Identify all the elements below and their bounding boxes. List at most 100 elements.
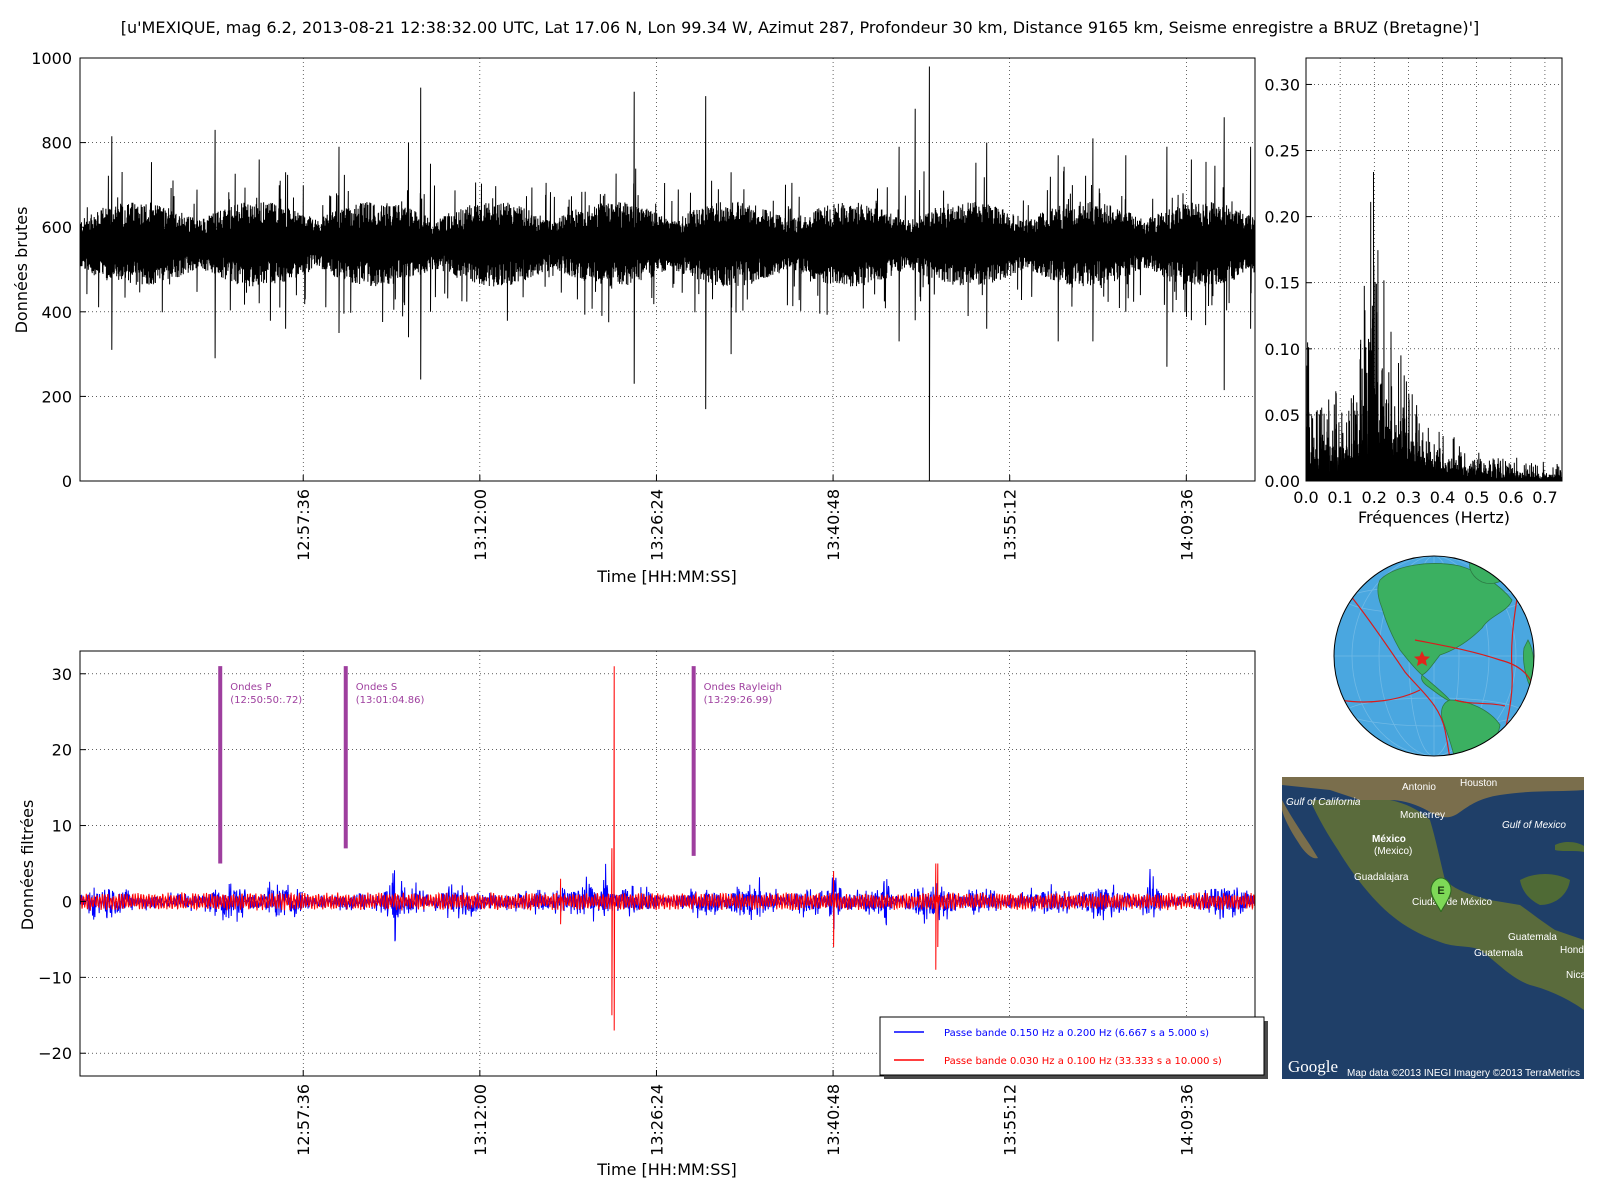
spectrum-x-tick-label: 0.4 [1430, 488, 1455, 507]
wave-time-0: (12:50:50:.72) [230, 695, 302, 706]
filtered-y-tick-label: 0 [62, 892, 72, 911]
map-land-baja [1282, 800, 1318, 859]
satellite-map-inset: Antonio Houston Gulf of California Monte… [1282, 777, 1589, 1079]
raw-y-ticks: 0 200 400 600 800 1000 [31, 49, 86, 491]
map-label-gulf-mexico: Gulf of Mexico [1502, 820, 1566, 831]
legend-box [879, 1016, 1265, 1076]
figure-title: [u'MEXIQUE, mag 6.2, 2013-08-21 12:38:32… [120, 18, 1480, 37]
spectrum-series-line [1305, 171, 1563, 482]
spectrum-gridlines [1306, 58, 1562, 481]
raw-x-tick-label: 13:12:00 [471, 489, 490, 561]
filtered-axes-frame [79, 650, 1256, 1077]
map-label-guatemala-1: Guatemala [1508, 932, 1557, 943]
filtered-x-tick-label: 13:40:48 [824, 1084, 843, 1156]
raw-series-line [79, 66, 1256, 482]
filtered-x-tick-label: 13:55:12 [1001, 1084, 1020, 1156]
map-marker-pin-icon: E [1430, 877, 1452, 913]
spectrum-y-tick-label: 0.05 [1264, 406, 1300, 425]
spectrum-y-tick-label: 0.20 [1264, 208, 1300, 227]
map-label-mexico: México [1372, 834, 1406, 845]
map-label-antonio: Antonio [1402, 782, 1436, 793]
map-land-yucatan [1520, 874, 1570, 905]
wave-time-2: (13:29:26.99) [704, 695, 773, 706]
map-label-houston: Houston [1460, 778, 1497, 789]
globe-inset [1333, 555, 1535, 757]
map-label-nica: Nica [1566, 970, 1586, 981]
map-land-usa [1282, 777, 1584, 818]
raw-y-tick-label: 600 [41, 218, 72, 237]
map-label-mexico-sub: (Mexico) [1374, 846, 1412, 857]
wave-label-2: Ondes Rayleigh [704, 682, 782, 693]
raw-x-tick-label: 13:40:48 [824, 489, 843, 561]
raw-x-tick-label: 13:55:12 [1001, 489, 1020, 561]
filtered-y-tick-label: −20 [38, 1044, 72, 1063]
map-marker-letter: E [1437, 885, 1444, 897]
spectrum-x-tick-label: 0.7 [1532, 488, 1557, 507]
filtered-y-tick-label: 10 [52, 817, 72, 836]
legend-blue-label: Passe bande 0.150 Hz a 0.200 Hz (6.667 s… [944, 1028, 1209, 1039]
spectrum-y-tick-label: 0.15 [1264, 274, 1300, 293]
filtered-x-tick-label: 14:09:36 [1177, 1084, 1196, 1156]
globe-outline [1333, 555, 1535, 757]
raw-axes-frame [79, 57, 1256, 482]
filtered-y-axis-label: Données filtrées [18, 800, 37, 931]
map-label-gulf-california: Gulf of California [1286, 797, 1361, 808]
raw-y-tick-label: 800 [41, 134, 72, 153]
globe-land-central-america [1421, 674, 1453, 703]
filtered-y-ticks: −20 −10 0 10 20 30 [38, 665, 86, 1063]
filtered-gridlines [80, 651, 1255, 1076]
filtered-y-tick-label: −10 [38, 968, 72, 987]
spectrum-x-tick-label: 0.5 [1464, 488, 1489, 507]
raw-x-tick-label: 13:26:24 [647, 489, 666, 561]
spectrum-y-tick-label: 0.25 [1264, 142, 1300, 161]
wave-label-0: Ondes P [230, 682, 271, 693]
globe-land-north-america [1377, 563, 1513, 676]
map-label-guatemala-2: Guatemala [1474, 948, 1523, 959]
filtered-series-red-line [79, 666, 1256, 1031]
spectrum-panel: 0.000.050.100.150.200.250.30 0.0 0.1 0.2 0.… [1264, 57, 1563, 527]
map-land-cuba [1555, 842, 1584, 852]
raw-x-tick-label: 14:09:36 [1177, 489, 1196, 561]
map-label-hondu: Hondu [1560, 945, 1589, 956]
raw-x-axis-label: Time [HH:MM:SS] [596, 567, 737, 586]
wave-annotations: Ondes P (12:50:50:.72) Ondes S (13:01:04.86… [218, 666, 782, 864]
raw-data-panel: 0 200 400 600 800 1000 12:57:36 13:12:00 13:26:… [12, 49, 1256, 586]
raw-y-tick-label: 0 [62, 472, 72, 491]
raw-y-tick-label: 1000 [31, 49, 72, 68]
raw-y-tick-label: 400 [41, 303, 72, 322]
spectrum-x-ticks: 0.0 0.1 0.2 0.3 0.4 0.5 0.6 0.7 [1293, 475, 1558, 507]
filtered-x-tick-label: 12:57:36 [294, 1084, 313, 1156]
spectrum-x-tick-label: 0.1 [1327, 488, 1352, 507]
legend-red-label: Passe bande 0.030 Hz a 0.100 Hz (33.333 … [944, 1056, 1222, 1067]
filtered-data-panel: Ondes P (12:50:50:.72) Ondes S (13:01:04.86… [18, 650, 1268, 1179]
spectrum-x-tick-label: 0.0 [1293, 488, 1318, 507]
map-attribution: Map data ©2013 INEGI Imagery ©2013 Terra… [1347, 1068, 1580, 1079]
wave-time-1: (13:01:04.86) [356, 695, 425, 706]
raw-x-ticks: 12:57:36 13:12:00 13:26:24 13:40:48 13:55:12… [294, 475, 1196, 561]
spectrum-y-tick-label: 0.10 [1264, 340, 1300, 359]
map-label-monterrey: Monterrey [1400, 810, 1445, 821]
spectrum-x-tick-label: 0.3 [1396, 488, 1421, 507]
spectrum-x-tick-label: 0.2 [1362, 488, 1387, 507]
raw-y-tick-label: 200 [41, 387, 72, 406]
filtered-legend: Passe bande 0.150 Hz a 0.200 Hz (6.667 s… [879, 1016, 1268, 1079]
raw-gridlines [80, 58, 1255, 481]
filtered-y-tick-label: 20 [52, 741, 72, 760]
map-label-guadalajara: Guadalajara [1354, 872, 1409, 883]
spectrum-x-axis-label: Fréquences (Hertz) [1358, 508, 1510, 527]
spectrum-y-tick-label: 0.00 [1264, 472, 1300, 491]
spectrum-y-tick-label: 0.30 [1264, 75, 1300, 94]
filtered-y-tick-label: 30 [52, 665, 72, 684]
spectrum-axes-frame [1305, 57, 1563, 482]
epicenter-star-icon [1414, 651, 1430, 666]
filtered-x-tick-label: 13:26:24 [647, 1084, 666, 1156]
filtered-x-tick-label: 13:12:00 [471, 1084, 490, 1156]
spectrum-y-ticks: 0.00 0.05 0.10 0.15 0.20 0.25 0.30 [1264, 75, 1312, 491]
filtered-x-axis-label: Time [HH:MM:SS] [596, 1160, 737, 1179]
wave-label-1: Ondes S [356, 682, 397, 693]
filtered-x-ticks: 12:57:36 13:12:00 13:26:24 13:40:48 13:55:12… [294, 1070, 1196, 1156]
raw-y-axis-label: Données brutes [12, 207, 31, 334]
spectrum-x-tick-label: 0.6 [1498, 488, 1523, 507]
google-logo: Google [1288, 1057, 1338, 1076]
